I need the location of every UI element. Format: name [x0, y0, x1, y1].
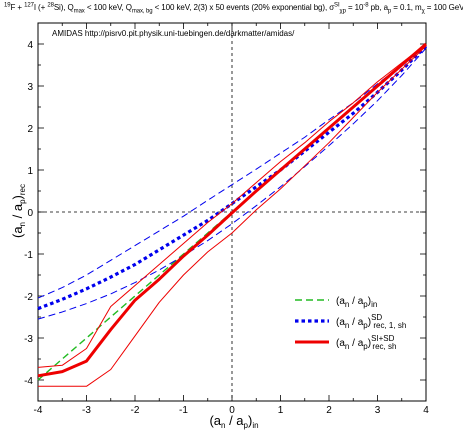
y-tick-label: 2: [27, 124, 33, 135]
y-tick-label: 4: [27, 40, 33, 51]
x-tick-label: -2: [131, 405, 140, 416]
amidas-annotation: AMIDAS http://pisrv0.pit.physik.uni-tueb…: [52, 29, 295, 38]
x-tick-label: 2: [326, 405, 332, 416]
series-line-si-sd-upper: [37, 43, 427, 368]
x-tick-label: 4: [423, 405, 429, 416]
x-tick-label: -1: [179, 405, 188, 416]
x-tick-label: -3: [82, 405, 91, 416]
x-tick-label: 1: [278, 405, 284, 416]
x-tick-label: 0: [229, 405, 235, 416]
axis-ticks: -4 -3 -2 -1 0 1 2 3 4 -4 -3 -2 -1 0 1 2 3 4: [24, 22, 429, 416]
x-tick-label: -4: [34, 405, 43, 416]
y-tick-label: -3: [24, 334, 33, 345]
y-tick-label: -1: [24, 250, 33, 261]
legend-label: (an / ap)SD rec, 1, sh: [336, 313, 406, 330]
series-line-sd-lower: [37, 47, 427, 320]
series-line-sd-upper: [37, 45, 427, 299]
legend-label: (an / ap)in: [336, 296, 377, 309]
x-tick-label: 3: [375, 405, 381, 416]
series-line-si-sd: [37, 42, 427, 378]
y-tick-label: -4: [24, 376, 33, 387]
figure-title: 19F + 127I (+ 28Si), Qmax < 100 keV, Qma…: [4, 2, 463, 15]
series-layer: [37, 42, 428, 387]
y-tick-label: 3: [27, 82, 33, 93]
legend: (an / ap)in (an / ap)SD rec, 1, sh (an / ap…: [295, 296, 406, 351]
y-tick-label: 0: [27, 208, 33, 219]
y-tick-label: -2: [24, 292, 33, 303]
x-axis-label: (an / ap)in: [209, 413, 258, 430]
series-line-si-sd-lower: [38, 45, 427, 387]
y-tick-label: 1: [27, 166, 33, 177]
legend-label: (an / ap)SI+SD rec, sh: [336, 334, 396, 351]
y-axis-label: (an / ap)rec: [10, 184, 27, 238]
